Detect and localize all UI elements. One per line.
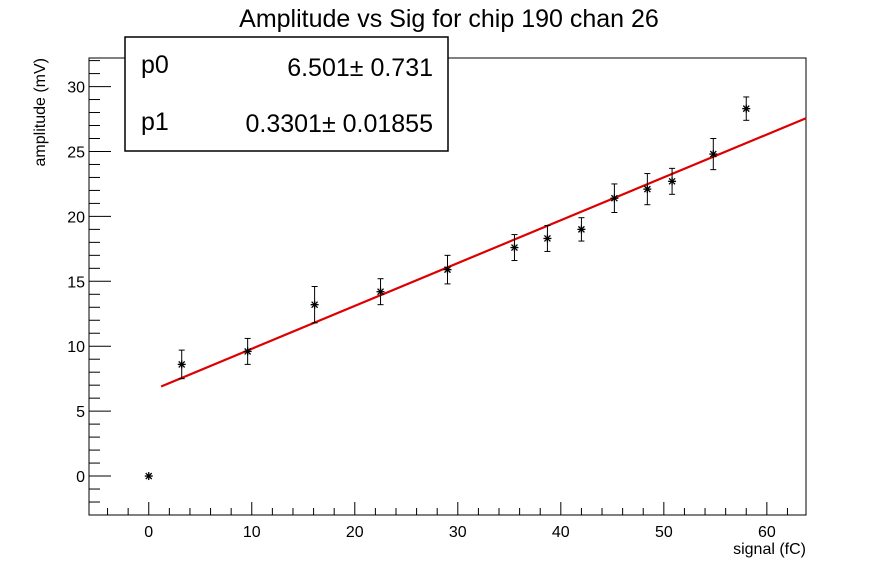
star-marker-d2 xyxy=(668,177,676,185)
star-marker-d2 xyxy=(610,194,618,202)
fit-line-layer xyxy=(160,117,807,388)
star-marker-d2 xyxy=(643,185,651,193)
star-marker-d2 xyxy=(244,347,252,355)
x-axis-label: signal (fC) xyxy=(733,541,806,558)
star-marker-d2 xyxy=(543,235,551,242)
data-point xyxy=(443,254,452,285)
x-tick-label: 60 xyxy=(758,524,776,541)
fit-line xyxy=(160,117,807,388)
data-point xyxy=(376,278,385,306)
data-point xyxy=(144,472,153,481)
data-point xyxy=(177,349,186,380)
star-marker-d2 xyxy=(444,266,451,274)
star-marker-d2 xyxy=(709,150,717,158)
data-points-layer xyxy=(144,96,751,481)
data-point xyxy=(510,234,519,262)
x-tick-label: 40 xyxy=(552,524,570,541)
data-point xyxy=(668,167,677,195)
tick-labels: 0 10 20 30 40 50 60 0 5 10 15 20 25 30 xyxy=(67,80,776,541)
stats-box-frame xyxy=(124,36,449,152)
data-point xyxy=(709,137,718,171)
data-point xyxy=(310,286,319,324)
axis-ticks xyxy=(89,60,788,515)
y-tick-label: 0 xyxy=(76,469,85,486)
data-point xyxy=(543,224,552,252)
star-marker-d2 xyxy=(145,472,153,480)
y-axis-label: amplitude (mV) xyxy=(32,58,49,166)
plus-minus-icon: ± xyxy=(350,54,371,82)
y-tick-label: 15 xyxy=(67,274,85,291)
x-tick-label: 10 xyxy=(243,524,261,541)
x-tick-label: 50 xyxy=(655,524,673,541)
stat-p1-value: 0.3301± 0.01855 xyxy=(245,110,433,138)
star-marker-d2 xyxy=(742,105,750,113)
y-tick-label: 20 xyxy=(67,209,85,226)
stat-p1-error: 0.01855 xyxy=(343,110,433,138)
y-tick-label: 30 xyxy=(67,80,85,97)
stat-p1-val: 0.3301 xyxy=(245,110,321,138)
data-point xyxy=(610,183,619,213)
y-tick-label: 25 xyxy=(67,144,85,161)
data-point xyxy=(577,217,586,242)
stat-p1-name: p1 xyxy=(141,108,169,136)
x-tick-label: 20 xyxy=(346,524,364,541)
stat-p0-name: p0 xyxy=(141,51,169,79)
star-marker-d2 xyxy=(311,301,319,309)
x-tick-label: 0 xyxy=(144,524,153,541)
y-tick-label: 10 xyxy=(67,339,85,356)
star-marker-d2 xyxy=(377,288,384,296)
chart-title: Amplitude vs Sig for chip 190 chan 26 xyxy=(239,5,659,33)
x-tick-label: 30 xyxy=(449,524,467,541)
fit-stats-box: p0 6.501± 0.731 p1 0.3301± 0.01855 xyxy=(124,36,449,152)
data-point xyxy=(243,337,252,365)
data-point xyxy=(643,173,652,206)
stat-p0-error: 0.731 xyxy=(370,54,433,82)
data-point xyxy=(742,96,751,121)
y-tick-label: 5 xyxy=(76,404,85,421)
star-marker-d2 xyxy=(577,225,585,233)
star-marker-d2 xyxy=(511,244,518,252)
stat-p0-value: 6.501± 0.731 xyxy=(287,54,433,82)
stat-p0-val: 6.501 xyxy=(287,54,350,82)
plus-minus-icon: ± xyxy=(322,110,343,138)
star-marker-d2 xyxy=(178,360,186,368)
